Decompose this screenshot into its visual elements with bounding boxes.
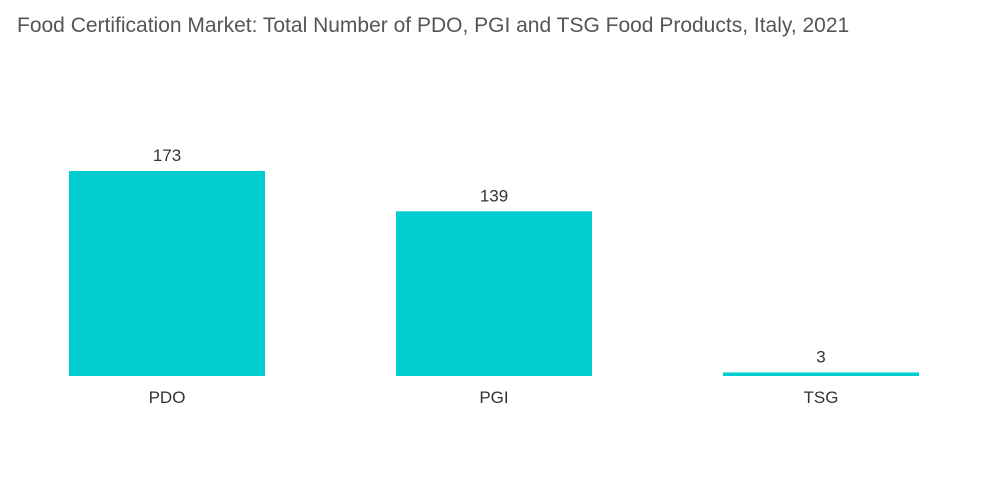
bar-pgi xyxy=(396,211,592,376)
value-label-tsg: 3 xyxy=(816,347,825,366)
bars-group xyxy=(69,171,919,376)
bar-tsg xyxy=(723,372,919,376)
x-tick-label-pgi: PGI xyxy=(479,388,508,407)
value-label-pdo: 173 xyxy=(153,146,181,165)
bar-pdo xyxy=(69,171,265,376)
x-tick-label-tsg: TSG xyxy=(804,388,839,407)
chart-title: Food Certification Market: Total Number … xyxy=(17,14,850,37)
labels-group: 173 PDO 139 PGI 3 TSG xyxy=(149,146,839,407)
value-label-pgi: 139 xyxy=(480,186,508,205)
x-tick-label-pdo: PDO xyxy=(149,388,186,407)
